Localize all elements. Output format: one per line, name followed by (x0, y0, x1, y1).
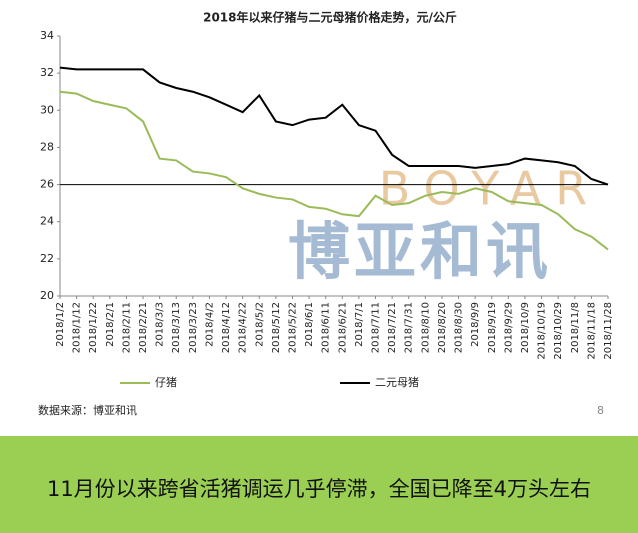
x-tick-label: 2018/8/10 (420, 302, 431, 353)
x-tick-label: 2018/8/30 (454, 302, 465, 353)
x-tick-label: 2018/5/2 (254, 302, 265, 347)
x-tick-label: 2018/9/9 (470, 302, 481, 347)
x-tick-label: 2018/4/2 (204, 302, 215, 347)
x-tick-label: 2018/5/12 (271, 302, 282, 353)
x-tick-label: 2018/11/18 (586, 302, 597, 360)
x-tick-label: 2018/6/11 (321, 302, 332, 353)
x-tick-label: 2018/7/31 (404, 302, 415, 353)
x-tick-label: 2018/7/11 (371, 302, 382, 353)
y-tick-label: 32 (40, 66, 54, 79)
x-tick-label: 2018/2/11 (121, 302, 132, 353)
x-tick-label: 2018/1/2 (55, 302, 66, 347)
y-tick-label: 26 (40, 178, 54, 191)
y-tick-label: 20 (40, 289, 54, 302)
watermark-latin: BOYAR (379, 162, 601, 216)
x-tick-label: 2018/7/1 (354, 302, 365, 347)
y-tick-label: 24 (40, 215, 54, 228)
page-number: 8 (597, 404, 604, 417)
x-tick-label: 2018/1/12 (72, 302, 83, 353)
x-tick-label: 2018/4/22 (238, 302, 249, 353)
x-tick-label: 2018/11/8 (570, 302, 581, 353)
x-tick-label: 2018/10/19 (537, 302, 548, 360)
x-tick-label: 2018/11/28 (603, 302, 614, 360)
banner-background (0, 436, 638, 533)
legend-label: 二元母猪 (375, 376, 419, 389)
x-tick-label: 2018/10/9 (520, 302, 531, 353)
x-tick-label: 2018/5/22 (287, 302, 298, 353)
source-note: 数据来源：博亚和讯 (38, 403, 137, 417)
x-tick-label: 2018/10/29 (553, 302, 564, 360)
series-line (59, 66, 609, 186)
chart-title: 2018年以来仔猪与二元母猪价格走势，元/公斤 (203, 10, 457, 25)
legend-label: 仔猪 (155, 376, 177, 389)
x-tick-label: 2018/7/21 (387, 302, 398, 353)
banner-text: 11月份以来跨省活猪调运几乎停滞，全国已降至4万头左右 (47, 477, 591, 501)
x-tick-label: 2018/6/21 (337, 302, 348, 353)
x-tick-label: 2018/3/13 (171, 302, 182, 353)
x-tick-label: 2018/8/20 (437, 302, 448, 353)
y-tick-label: 30 (40, 103, 54, 116)
x-tick-label: 2018/6/1 (304, 302, 315, 347)
x-tick-label: 2018/3/3 (155, 302, 166, 347)
x-tick-label: 2018/1/22 (88, 302, 99, 353)
y-tick-label: 34 (40, 29, 54, 42)
x-tick-label: 2018/9/29 (503, 302, 514, 353)
series-line (59, 90, 609, 251)
x-tick-label: 2018/4/12 (221, 302, 232, 353)
x-tick-label: 2018/9/19 (487, 302, 498, 353)
y-tick-label: 22 (40, 252, 54, 265)
x-tick-label: 2018/3/23 (188, 302, 199, 353)
x-tick-label: 2018/2/1 (105, 302, 116, 347)
x-tick-label: 2018/2/21 (138, 302, 149, 353)
y-tick-label: 28 (40, 140, 54, 153)
watermark-chinese: 博亚和讯 (288, 215, 552, 288)
